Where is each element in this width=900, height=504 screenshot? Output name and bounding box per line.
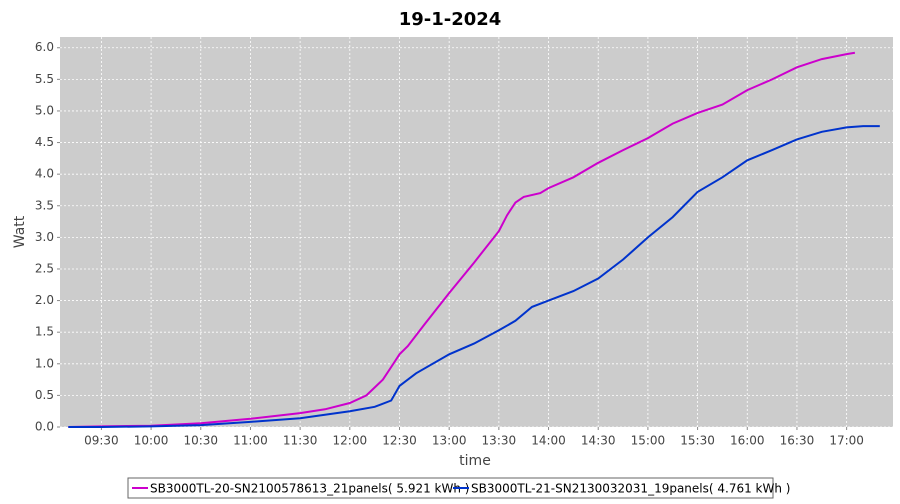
- x-tick-label: 15:00: [631, 434, 666, 448]
- x-tick-label: 15:30: [680, 434, 715, 448]
- chart-title: 19-1-2024: [399, 9, 502, 30]
- y-tick-label: 0.5: [35, 388, 54, 402]
- legend-label: SB3000TL-20-SN2100578613_21panels( 5.921…: [150, 482, 469, 496]
- x-tick-label: 14:30: [581, 434, 616, 448]
- y-tick-label: 6.0: [35, 40, 54, 54]
- x-tick-label: 17:00: [829, 434, 864, 448]
- x-tick-label: 09:30: [84, 434, 119, 448]
- legend-label: SB3000TL-21-SN2130032031_19panels( 4.761…: [471, 482, 790, 496]
- y-tick-label: 4.5: [35, 135, 54, 149]
- y-tick-label: 0.0: [35, 420, 54, 434]
- x-tick-label: 13:00: [432, 434, 467, 448]
- series-line: [68, 125, 880, 428]
- y-tick-label: 2.5: [35, 261, 54, 275]
- y-tick-label: 1.5: [35, 325, 54, 339]
- x-tick-label: 14:00: [531, 434, 566, 448]
- y-tick-label: 5.0: [35, 103, 54, 117]
- series-line: [68, 51, 856, 428]
- x-tick-label: 13:30: [482, 434, 517, 448]
- y-tick-label: 3.5: [35, 198, 54, 212]
- x-tick-label: 11:00: [233, 434, 268, 448]
- y-tick-label: 5.5: [35, 72, 54, 86]
- plot-area: [60, 37, 893, 427]
- y-axis-label: Watt: [12, 215, 28, 248]
- y-tick-label: 3.0: [35, 230, 54, 244]
- x-tick-label: 11:30: [283, 434, 318, 448]
- x-tick-label: 16:00: [730, 434, 765, 448]
- y-tick-label: 1.0: [35, 356, 54, 370]
- x-tick-label: 12:30: [382, 434, 417, 448]
- x-tick-label: 10:00: [134, 434, 169, 448]
- x-tick-label: 10:30: [183, 434, 218, 448]
- x-tick-label: 16:30: [780, 434, 815, 448]
- y-tick-label: 2.0: [35, 293, 54, 307]
- x-tick-label: 12:00: [333, 434, 368, 448]
- x-axis-label: time: [459, 453, 491, 469]
- legend-box: [127, 477, 774, 499]
- y-tick-label: 4.0: [35, 167, 54, 181]
